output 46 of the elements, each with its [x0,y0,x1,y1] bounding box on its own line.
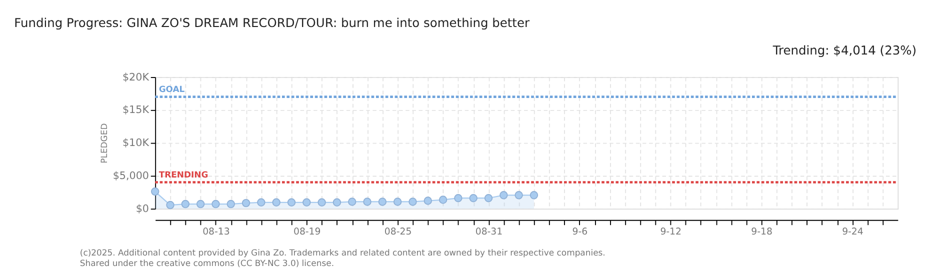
ref-line-label: TRENDING [158,170,208,180]
point [302,198,311,206]
point [378,198,387,206]
text: (c)2025. Additional content provided by Gina Zo. Trademarks and related content are owned by their respective companies. [80,248,606,258]
point [242,198,250,208]
point [332,198,342,206]
x-tick-label: 08-13 [202,226,230,238]
point [166,200,174,210]
y-tick-label: $10K [122,137,150,150]
point [393,198,402,206]
x-tick-label: 08-31 [475,226,503,238]
point [424,196,432,205]
point [530,191,538,200]
point [226,200,235,208]
y-tick-label: $5,000 [112,170,149,182]
point [257,198,266,206]
x-tick-label: 08-19 [293,226,321,238]
point [454,194,462,202]
point [438,196,448,204]
y-tick-label: $20K [122,71,150,84]
point [212,200,220,208]
x-tick-label: 08-25 [384,226,412,238]
x-tick-label: 9-12 [660,226,682,238]
point [348,198,356,206]
text: Shared under the creative commons (CC BY-NC 3.0) license. [80,258,334,268]
y-axis-title: PLEDGED [99,122,110,164]
x-tick-label: 9-6 [572,226,588,238]
point [484,194,493,202]
point [500,191,508,200]
point [469,194,478,202]
x-tick-label: 9-18 [751,226,772,238]
point [196,200,205,208]
point [150,187,160,196]
y-tick-label: $15K [122,104,150,116]
point [408,198,417,206]
point [181,200,190,208]
point [272,198,280,206]
chart-title: Funding Progress: GINA ZO'S DREAM RECORD/TOUR: burn me into something better [14,16,530,30]
point [287,198,296,206]
x-tick-label: 9-24 [842,226,864,238]
point [514,191,523,200]
point [318,198,326,206]
point [363,198,372,206]
text: Trending: $4,014 (23%) [772,43,916,58]
y-tick-label: $0 [136,202,149,215]
ref-line-label: GOAL [158,84,186,94]
